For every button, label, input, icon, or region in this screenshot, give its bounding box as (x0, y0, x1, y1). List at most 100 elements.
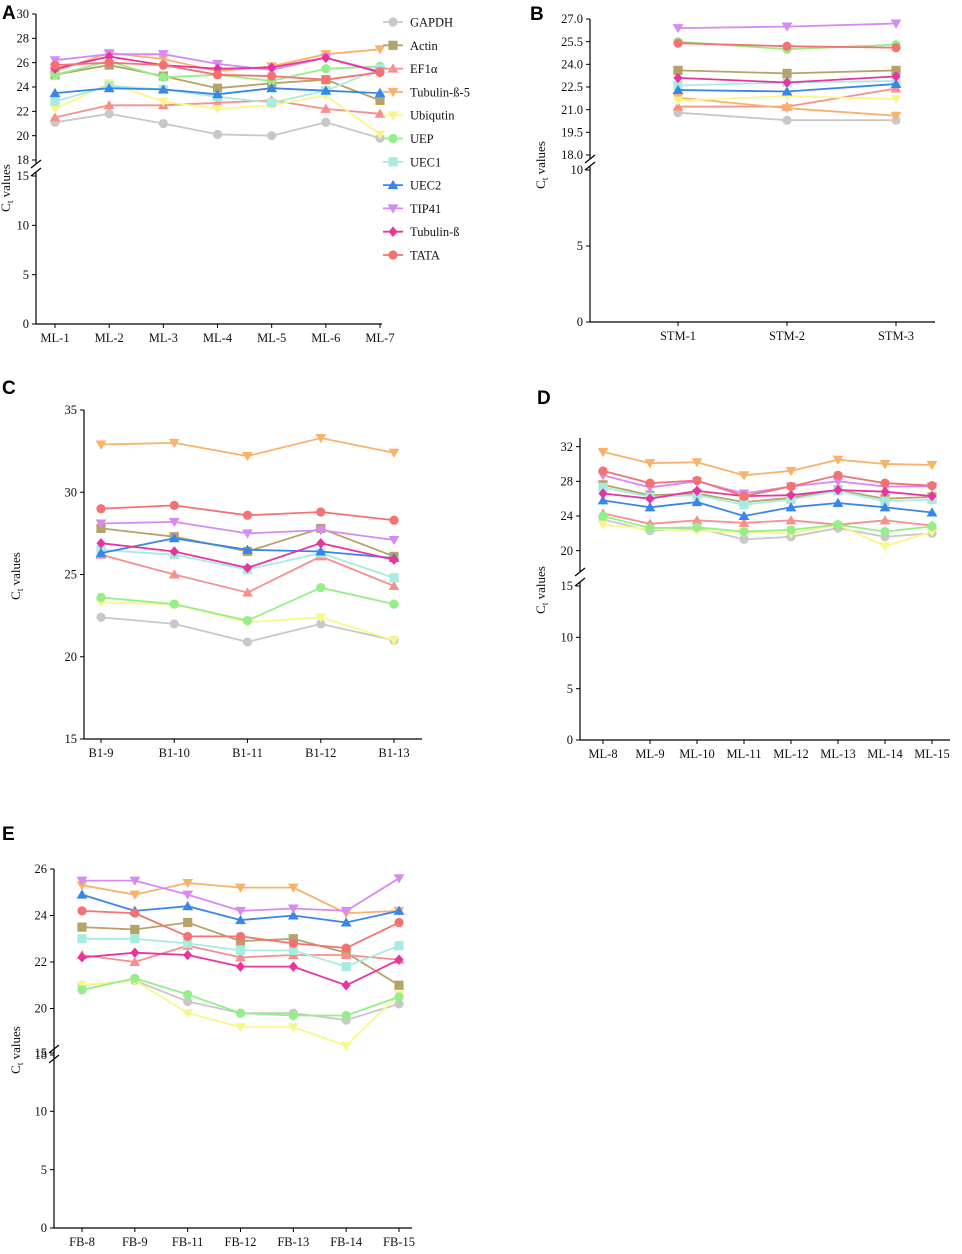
data-point-tubulin-5 (890, 111, 902, 121)
x-tick-label: FB-14 (330, 1235, 363, 1249)
data-point-tubulin-5 (235, 883, 246, 893)
axis-break-mark (48, 1054, 60, 1064)
legend-label: UEC2 (410, 179, 441, 193)
data-point-gapdh (169, 619, 179, 629)
data-point-uep (321, 64, 331, 74)
data-point-ef1 (388, 580, 400, 591)
data-point-tubulin (880, 486, 890, 497)
y-tick-label: 0 (23, 317, 29, 331)
legend-label: TATA (410, 249, 440, 263)
data-point-tubulin-5 (287, 883, 299, 893)
x-tick-label: FB-11 (172, 1235, 204, 1249)
legend-label: EF1α (410, 62, 438, 76)
data-point-tubulin (242, 562, 253, 574)
data-point-ubiqutin (388, 636, 400, 646)
legend-label: Tubulin-ß-5 (410, 85, 470, 99)
data-point-uec2 (212, 89, 223, 99)
data-point-ubiqutin (672, 96, 684, 106)
data-point-tata (104, 58, 114, 68)
x-tick-label: B1-12 (305, 746, 336, 760)
series-line-tata (602, 470, 933, 498)
chart-panel-d: D 20 24 28 32 0 5 10 15 ML-8 ML-9 ML-10 ML-11 ML-12 ML… (533, 388, 950, 761)
data-point-tubulin (389, 554, 399, 565)
data-point-uec2 (644, 502, 656, 512)
y-tick-label: 35 (65, 403, 78, 417)
data-point-uec2 (157, 84, 169, 94)
data-point-tata (927, 481, 937, 491)
data-point-ef1 (691, 515, 703, 525)
legend-entry: TATA (383, 249, 440, 263)
data-point-tip41 (890, 19, 902, 29)
series-group (672, 19, 902, 125)
data-point-uep (880, 527, 890, 537)
data-point-tata (394, 917, 404, 928)
data-point-ef1 (738, 517, 750, 527)
data-point-tata (341, 943, 351, 953)
axis-break-mark (48, 1044, 60, 1054)
data-point-tubulin (77, 952, 87, 963)
data-point-tubulin-5 (785, 466, 797, 477)
data-point-actin (183, 917, 193, 928)
data-point-tubulin-5 (182, 878, 194, 889)
data-point-ubiqutin (315, 613, 327, 623)
series-line-tubulin-5 (602, 451, 933, 477)
y-tick-label: 15 (35, 1046, 48, 1060)
legend-label: UEC1 (410, 155, 441, 169)
data-point-tata (77, 906, 87, 916)
legend-entry: Actin (383, 39, 439, 53)
data-point-uec1 (341, 962, 351, 972)
data-point-uec2 (103, 83, 115, 93)
data-point-ef1 (374, 108, 386, 118)
y-tick-label: 30 (65, 485, 78, 499)
data-point-uec2 (781, 86, 793, 96)
legend-entry: UEP (383, 132, 434, 146)
data-point-tubulin-5 (76, 881, 88, 891)
legend-marker-swatch (387, 63, 399, 73)
y-tick-label: 26 (17, 56, 30, 70)
data-point-tip41 (95, 519, 107, 529)
chart-panels: A 18 20 22 24 26 28 30 0 5 10 15 ML-1 ML-2 ML-3 ML-4 ML-… (0, 3, 950, 1249)
axis-break-mark (30, 167, 42, 177)
data-point-uep (389, 599, 399, 609)
data-point-tubulin-5 (129, 890, 141, 900)
chart-panel-a: A 18 20 22 24 26 28 30 0 5 10 15 ML-1 ML-2 ML-3 ML-4 ML-… (0, 3, 395, 345)
x-tick-label: ML-10 (679, 747, 714, 761)
legend-label: Tubulin-ß (410, 225, 460, 239)
data-point-tata (692, 475, 702, 486)
x-tick-label: B1-10 (159, 746, 190, 760)
data-point-tip41 (832, 477, 844, 487)
data-point-actin (375, 95, 385, 105)
x-tick-label: ML-1 (40, 331, 69, 345)
chart-panel-b: B 18.0 19.5 21.0 22.5 24.0 25.5 27.0 0 5 10 STM-1 ST… (530, 4, 935, 343)
data-point-ef1 (103, 100, 115, 110)
axes: 20 24 28 32 0 5 10 15 ML-8 ML-9 ML-10 ML-11 ML-12 ML-… (561, 438, 950, 761)
data-point-actin (212, 83, 223, 93)
data-point-tip41 (182, 890, 194, 900)
y-tick-label: 26 (35, 862, 48, 876)
y-tick-label: 32 (561, 440, 574, 454)
data-point-tata (880, 478, 890, 488)
x-tick-label: FB-9 (122, 1235, 148, 1249)
data-point-uec1 (183, 938, 193, 948)
series-line-tip41 (82, 877, 400, 912)
data-point-tubulin (130, 947, 140, 958)
legend-marker-swatch (388, 17, 398, 27)
y-tick-label: 10 (35, 1105, 48, 1119)
data-point-tubulin-5 (926, 460, 938, 471)
data-point-uep (130, 973, 140, 983)
data-point-uep (183, 989, 193, 1000)
data-point-tip41 (388, 535, 400, 546)
data-point-ef1 (340, 949, 352, 960)
data-point-tubulin (782, 77, 792, 88)
data-point-tata (242, 510, 253, 520)
data-point-tubulin-5 (644, 459, 656, 469)
data-point-tip41 (672, 24, 684, 34)
data-point-gapdh (394, 999, 404, 1009)
legend-label: GAPDH (410, 16, 453, 30)
y-axis-label: Ct values (533, 141, 550, 189)
data-point-tubulin-5 (691, 458, 703, 468)
data-point-actin (673, 65, 683, 75)
data-point-tubulin-5 (374, 45, 386, 55)
data-point-ef1 (129, 956, 141, 966)
